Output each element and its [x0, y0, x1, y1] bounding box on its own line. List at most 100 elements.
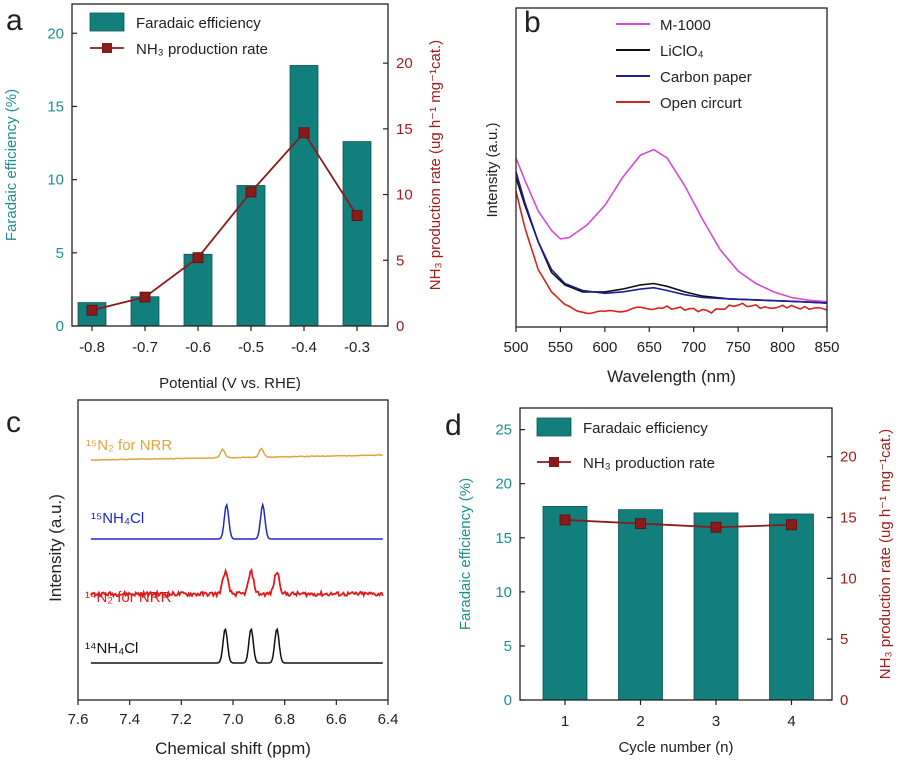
nmr-label-2: ¹⁵NH₄Cl [91, 510, 144, 527]
ytick-left-label-a: 15 [47, 98, 64, 115]
xlabel-c: Chemical shift (ppm) [155, 739, 311, 758]
xtick-label-a: -0.4 [291, 339, 317, 356]
bar-d-1 [542, 506, 588, 701]
rate-point-d-3 [710, 521, 722, 533]
xtick-label-d: 1 [561, 713, 569, 730]
ylabel-b: Intensity (a.u.) [484, 122, 501, 217]
panel-letter-c: c [6, 406, 21, 439]
spectrum-line-2 [515, 177, 828, 304]
ylabel-left-d: Faradaic efficiency (%) [457, 478, 474, 630]
nmr-line-3 [90, 567, 384, 600]
ytick-right-label-a: 5 [396, 252, 404, 269]
panel-letter-d: d [445, 409, 462, 442]
legend-marker-rate-d [549, 457, 559, 467]
ytick-left-label-d: 20 [495, 476, 512, 493]
rate-point-a-5 [298, 127, 310, 139]
nmr-line-2 [90, 501, 383, 540]
spectrum-line-4 [515, 191, 828, 315]
ytick-right-label-d: 10 [840, 570, 857, 587]
xtick-label-b: 550 [548, 339, 573, 356]
ylabel-right-d: NH₃ production rate (ug h⁻¹ mg⁻¹cat.) [877, 429, 894, 679]
ylabel-c: Intensity (a.u.) [46, 494, 65, 602]
rate-point-a-1 [86, 304, 98, 316]
xtick-label-a: -0.3 [344, 339, 370, 356]
nmr-label-4: ¹⁴NH₄Cl [85, 640, 138, 657]
xtick-label-a: -0.7 [132, 339, 158, 356]
xtick-label-c: 6.6 [326, 711, 347, 728]
bar-a-6 [342, 141, 372, 327]
legend-label-b-2: LiClO₄ [660, 43, 704, 60]
ytick-left-label-d: 25 [495, 422, 512, 439]
xtick-label-a: -0.5 [238, 339, 264, 356]
xlabel-a: Potential (V vs. RHE) [159, 375, 301, 392]
legend-swatch-fe-d [536, 417, 572, 437]
spectrum-line-3 [515, 171, 828, 304]
xtick-label-c: 6.4 [378, 711, 399, 728]
legend-label-b-1: M-1000 [660, 17, 711, 34]
ytick-left-label-a: 5 [56, 245, 64, 262]
xtick-label-c: 7.0 [223, 711, 244, 728]
rate-line-a [91, 131, 358, 312]
legend-label-b-3: Carbon paper [660, 69, 752, 86]
ytick-left-label-a: 20 [47, 25, 64, 42]
bar-a-4 [236, 185, 266, 327]
nmr-label-3: ¹⁴N₂ for NRR [85, 589, 172, 606]
ytick-right-label-a: 10 [396, 187, 413, 204]
xtick-label-b: 800 [770, 339, 795, 356]
ytick-right-label-a: 15 [396, 121, 413, 138]
xtick-label-b: 850 [814, 339, 839, 356]
ytick-left-label-d: 5 [504, 638, 512, 655]
rate-point-a-6 [351, 210, 363, 222]
legend-label-rate-d: NH₃ production rate [583, 455, 715, 472]
rate-point-d-4 [786, 519, 797, 531]
rate-point-a-3 [192, 252, 204, 264]
ytick-left-label-d: 0 [504, 692, 512, 709]
xtick-label-b: 650 [637, 339, 662, 356]
ylabel-right-a: NH₃ production rate (ug h⁻¹ mg⁻¹cat.) [427, 40, 444, 290]
xtick-label-a: -0.6 [185, 339, 211, 356]
ytick-right-label-d: 15 [840, 510, 857, 527]
rate-point-a-2 [139, 291, 151, 303]
panel-letter-a: a [6, 4, 23, 37]
legend-label-fe-d: Faradaic efficiency [583, 420, 708, 437]
plot-frame-b [515, 7, 828, 328]
xlabel-b: Wavelength (nm) [607, 367, 736, 386]
xlabel-d: Cycle number (n) [618, 739, 733, 756]
legend-label-b-4: Open circurt [660, 95, 743, 112]
rate-point-d-2 [635, 518, 646, 529]
plot-frame-a [71, 3, 389, 327]
legend-marker-rate-a [102, 43, 112, 53]
xtick-label-d: 2 [636, 713, 644, 730]
rate-line-d [564, 519, 792, 529]
xtick-label-b: 600 [592, 339, 617, 356]
ytick-left-label-d: 15 [495, 530, 512, 547]
ytick-right-label-d: 20 [840, 449, 857, 466]
bar-d-2 [618, 509, 663, 701]
bar-d-4 [769, 513, 814, 701]
xtick-label-d: 4 [787, 713, 795, 730]
ytick-right-label-d: 5 [840, 631, 848, 648]
ytick-left-label-a: 0 [56, 318, 64, 335]
panel-letter-b: b [524, 6, 541, 39]
xtick-label-b: 750 [726, 339, 751, 356]
ytick-right-label-a: 0 [396, 318, 404, 335]
xtick-label-a: -0.8 [79, 339, 105, 356]
xtick-label-c: 7.4 [119, 711, 140, 728]
nmr-line-1 [90, 447, 383, 461]
rate-point-d-1 [559, 514, 571, 526]
rate-point-a-4 [245, 186, 257, 198]
nmr-line-4 [90, 627, 383, 664]
spectrum-line-1 [515, 148, 828, 303]
bar-d-3 [693, 512, 739, 701]
legend-swatch-fe-a [89, 12, 125, 32]
legend-label-fe-a: Faradaic efficiency [136, 15, 261, 32]
ytick-right-label-d: 0 [840, 692, 848, 709]
ytick-right-label-a: 20 [396, 55, 413, 72]
ytick-left-label-a: 10 [47, 172, 64, 189]
ylabel-left-a: Faradaic efficiency (%) [3, 89, 20, 241]
legend-label-rate-a: NH₃ production rate [136, 41, 268, 58]
xtick-label-c: 7.6 [68, 711, 89, 728]
xtick-label-c: 7.2 [171, 711, 192, 728]
xtick-label-b: 700 [681, 339, 706, 356]
